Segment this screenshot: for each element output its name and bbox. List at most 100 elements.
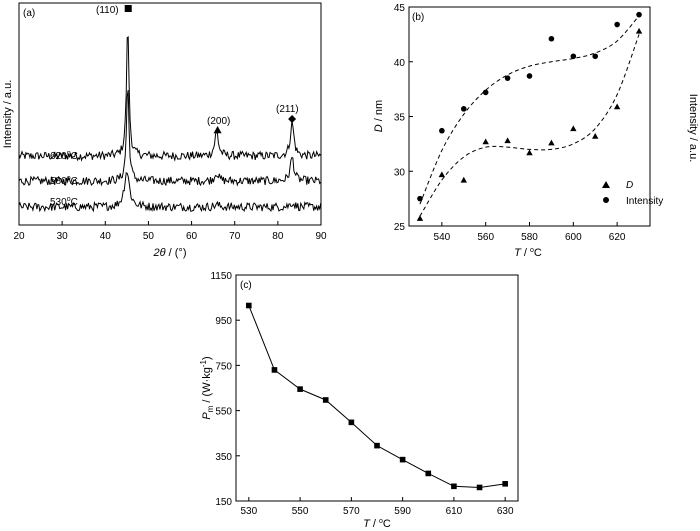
marker-211-diamond: [288, 115, 297, 123]
panel-b-x-tick-label: 620: [609, 232, 626, 243]
series-label-580-deg: o: [67, 175, 71, 182]
panel-c-y-axis-label: Pm / (W·kg-1): [199, 356, 215, 419]
xrd-trace-620: [18, 36, 322, 162]
marker-200-triangle: [213, 126, 222, 134]
point-intensity: [570, 53, 577, 60]
panel-b-y-tick-label: 45: [394, 3, 406, 14]
panel-c-y-axis-subscript: m: [206, 405, 215, 412]
panel-b-y-tick-label: 40: [394, 58, 406, 69]
pm-line: [248, 305, 506, 488]
panel-b-y-tick-label: 35: [394, 113, 406, 124]
series-label-580: 580oC: [50, 175, 78, 187]
panel-c-y-tick-label: 550: [215, 407, 232, 418]
xrd-trace-530: [18, 172, 322, 213]
series-label-620-unit: C: [71, 151, 78, 162]
point-d: [416, 215, 424, 221]
pm-point: [348, 419, 355, 426]
point-d: [635, 27, 643, 34]
point-d: [460, 176, 467, 183]
panel-b-x-axis-deg: o: [530, 247, 534, 254]
legend-intensity-circle-icon: [603, 197, 609, 203]
series-label-620: 620oC: [50, 150, 78, 162]
panel-c-x-tick-label: 530: [240, 506, 257, 517]
panel-b-axes: 540 560 580 600 620 25 30 35 40 45: [394, 3, 626, 243]
panel-a-x-tick-label: 50: [143, 231, 155, 242]
xrd-trace-580: [18, 90, 322, 187]
panel-a-frame: [18, 2, 322, 226]
point-intensity: [526, 73, 533, 79]
panel-b-x-axis-label: T / oC: [514, 247, 542, 259]
point-intensity: [460, 106, 467, 112]
panel-c-x-axis-c: C: [383, 518, 391, 530]
trend-line-intensity: [419, 15, 640, 205]
panel-c-x-axis-unit: /: [370, 518, 379, 530]
panel-b-points: [416, 11, 643, 221]
panel-a-x-tick-label: 40: [100, 231, 112, 242]
pm-point: [246, 302, 252, 309]
panel-c-y-tick-label: 750: [215, 361, 232, 372]
point-d: [504, 137, 511, 144]
panel-c-x-axis-symbol: T: [363, 518, 371, 530]
pm-point: [271, 367, 278, 373]
panel-b-x-axis-unit: /: [521, 247, 530, 259]
panel-b-x-tick-label: 540: [434, 232, 451, 243]
trend-line-d: [419, 34, 640, 217]
point-d: [526, 149, 533, 156]
panel-c-y-tick-label: 150: [215, 497, 232, 508]
point-intensity: [482, 89, 489, 96]
panel-c-frame: [235, 274, 519, 502]
panel-a-curves: [18, 36, 322, 213]
point-d: [592, 133, 599, 139]
panel-a-x-axis-symbol: 2θ: [153, 247, 166, 259]
point-d: [570, 125, 577, 132]
peak-label-211: (211): [276, 104, 299, 115]
panel-c-axes: 530 550 570 590 610 630 150 350 550 750 950 1150: [210, 271, 513, 517]
panel-b-x-axis-symbol: T: [514, 247, 522, 259]
point-intensity: [417, 195, 423, 202]
panel-c-y-axis-superscript: -1: [199, 359, 208, 367]
legend-d-triangle-icon: [602, 181, 610, 188]
point-intensity: [439, 127, 445, 134]
panel-c-x-tick-label: 610: [446, 506, 463, 517]
panel-a-x-tick-label: 30: [57, 231, 69, 242]
pm-point: [451, 483, 457, 490]
panel-c-y-axis-close: ): [201, 356, 213, 360]
point-d: [548, 139, 555, 146]
pm-point: [399, 456, 406, 463]
point-intensity: [636, 11, 642, 18]
series-label-530: 530oC: [50, 196, 78, 208]
panel-c-series: [246, 302, 508, 491]
panel-c: (c) 530 550 570 590 610 630 150 350 550 750 950 115…: [199, 271, 519, 530]
point-intensity: [504, 75, 511, 81]
point-intensity: [548, 35, 555, 42]
legend-d-label: D: [626, 180, 633, 191]
pm-point: [297, 386, 303, 392]
panel-a-x-tick-label: 80: [272, 231, 284, 242]
pm-point: [374, 442, 380, 449]
pm-point: [476, 484, 483, 491]
panel-b-y-axis-unit: / nm: [373, 100, 385, 124]
panel-b-label: (b): [412, 12, 424, 23]
peak-label-200: (200): [207, 116, 230, 127]
panel-b-trend-lines: [419, 15, 640, 217]
point-d: [438, 171, 446, 178]
panel-a-x-axis-unit: / (°): [166, 247, 187, 259]
panel-c-x-axis-deg: o: [379, 518, 383, 525]
panel-a: (a) 20 30 40 50 60 70 80 90 Intensity / a.u. 2θ…: [2, 2, 327, 259]
series-label-580-num: 580: [50, 176, 67, 187]
panel-c-y-tick-label: 350: [215, 452, 232, 463]
panel-b-x-axis-c: C: [534, 247, 542, 259]
panel-a-y-axis-label: Intensity / a.u.: [2, 80, 14, 148]
pm-point: [322, 397, 329, 403]
panel-a-x-tick-label: 70: [229, 231, 241, 242]
point-intensity: [614, 21, 620, 28]
panel-a-peak-markers: [124, 5, 297, 134]
point-d: [613, 103, 621, 110]
panel-c-y-axis-symbol: P: [201, 412, 213, 420]
panel-b-frame: [408, 6, 651, 227]
panel-a-x-tick-label: 60: [186, 231, 198, 242]
panel-c-x-tick-label: 630: [497, 506, 514, 517]
panel-c-x-tick-label: 550: [292, 506, 309, 517]
panel-a-x-tick-label: 20: [13, 231, 25, 242]
